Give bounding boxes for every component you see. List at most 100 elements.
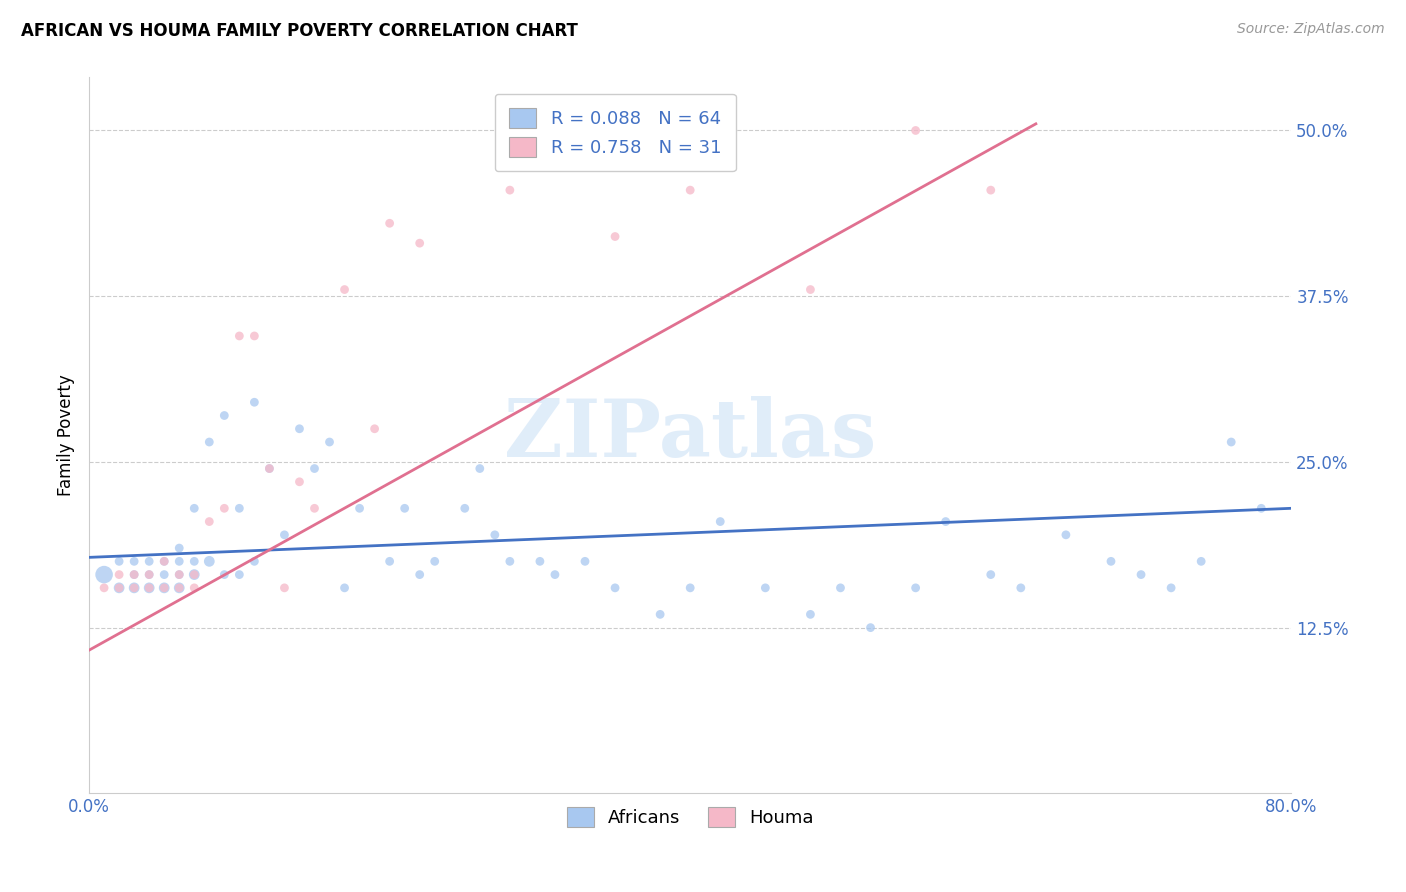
Point <box>243 329 266 343</box>
Point <box>1054 528 1077 542</box>
Point <box>198 515 221 529</box>
Point <box>499 554 522 568</box>
Point <box>333 283 356 297</box>
Point <box>243 395 266 409</box>
Point <box>304 501 326 516</box>
Point <box>138 581 160 595</box>
Point <box>138 567 160 582</box>
Point <box>183 567 205 582</box>
Point <box>153 567 176 582</box>
Point <box>574 554 596 568</box>
Point <box>228 501 250 516</box>
Point <box>273 581 295 595</box>
Point <box>288 422 311 436</box>
Point <box>167 567 190 582</box>
Point <box>198 554 221 568</box>
Point <box>122 581 145 595</box>
Point <box>650 607 672 622</box>
Point <box>167 554 190 568</box>
Point <box>1220 435 1243 450</box>
Point <box>214 409 236 423</box>
Point <box>138 554 160 568</box>
Point <box>603 229 626 244</box>
Point <box>167 581 190 595</box>
Point <box>153 581 176 595</box>
Y-axis label: Family Poverty: Family Poverty <box>58 375 75 496</box>
Point <box>273 528 295 542</box>
Point <box>830 581 852 595</box>
Point <box>709 515 731 529</box>
Point <box>183 501 205 516</box>
Point <box>243 554 266 568</box>
Point <box>93 581 115 595</box>
Point <box>93 567 115 582</box>
Point <box>183 567 205 582</box>
Text: Source: ZipAtlas.com: Source: ZipAtlas.com <box>1237 22 1385 37</box>
Point <box>122 567 145 582</box>
Point <box>183 581 205 595</box>
Point <box>409 236 432 251</box>
Point <box>198 435 221 450</box>
Point <box>363 422 385 436</box>
Point <box>333 581 356 595</box>
Text: AFRICAN VS HOUMA FAMILY POVERTY CORRELATION CHART: AFRICAN VS HOUMA FAMILY POVERTY CORRELAT… <box>21 22 578 40</box>
Point <box>544 567 567 582</box>
Point <box>214 501 236 516</box>
Point <box>603 581 626 595</box>
Point <box>980 567 1002 582</box>
Point <box>122 567 145 582</box>
Text: ZIPatlas: ZIPatlas <box>505 396 876 475</box>
Point <box>259 461 281 475</box>
Point <box>799 283 821 297</box>
Point <box>259 461 281 475</box>
Point <box>122 554 145 568</box>
Point <box>304 461 326 475</box>
Point <box>167 541 190 555</box>
Point <box>153 581 176 595</box>
Point <box>167 581 190 595</box>
Point <box>1130 567 1153 582</box>
Point <box>1010 581 1032 595</box>
Point <box>394 501 416 516</box>
Point <box>228 329 250 343</box>
Point <box>904 123 927 137</box>
Point <box>318 435 340 450</box>
Point <box>108 567 131 582</box>
Point <box>454 501 477 516</box>
Point <box>108 581 131 595</box>
Point <box>1160 581 1182 595</box>
Point <box>167 567 190 582</box>
Point <box>679 581 702 595</box>
Point <box>754 581 776 595</box>
Point <box>153 554 176 568</box>
Point <box>1099 554 1122 568</box>
Point <box>214 567 236 582</box>
Point <box>378 216 401 230</box>
Point <box>183 554 205 568</box>
Point <box>468 461 491 475</box>
Point <box>935 515 957 529</box>
Point <box>138 567 160 582</box>
Point <box>980 183 1002 197</box>
Point <box>859 621 882 635</box>
Point <box>108 554 131 568</box>
Point <box>499 183 522 197</box>
Point <box>1250 501 1272 516</box>
Point <box>288 475 311 489</box>
Point <box>122 581 145 595</box>
Point <box>679 183 702 197</box>
Point <box>349 501 371 516</box>
Point <box>108 581 131 595</box>
Legend: Africans, Houma: Africans, Houma <box>560 800 821 834</box>
Point <box>1189 554 1212 568</box>
Point <box>228 567 250 582</box>
Point <box>153 554 176 568</box>
Point <box>904 581 927 595</box>
Point <box>138 581 160 595</box>
Point <box>529 554 551 568</box>
Point <box>423 554 446 568</box>
Point <box>378 554 401 568</box>
Point <box>484 528 506 542</box>
Point <box>409 567 432 582</box>
Point <box>799 607 821 622</box>
